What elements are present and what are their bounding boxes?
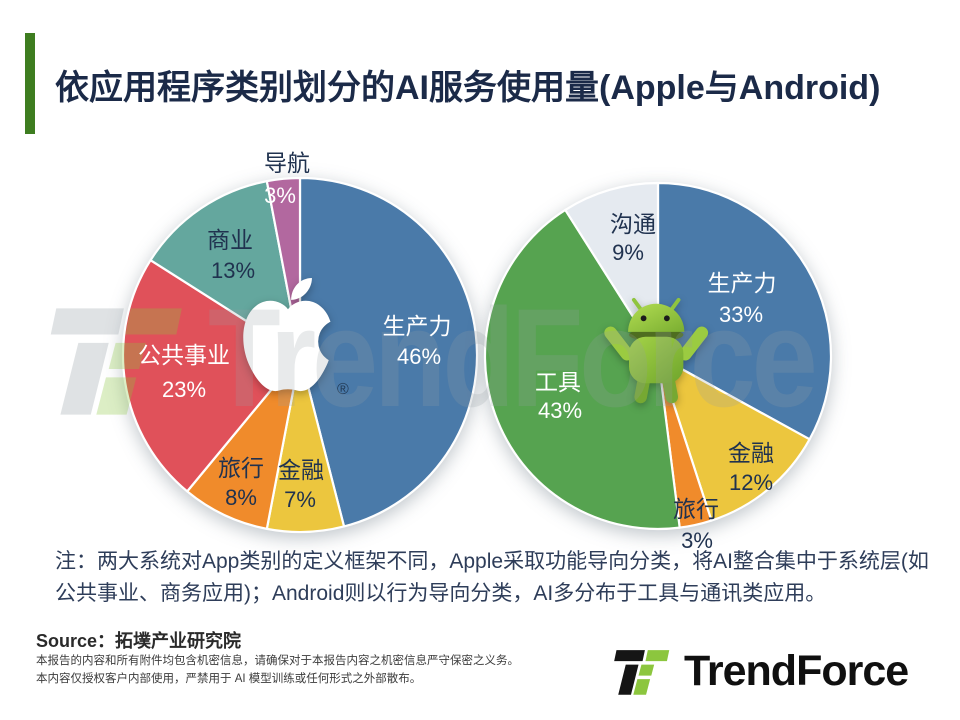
disclaimer-line: 本报告的内容和所有附件均包含机密信息，请确保对于本报告内容之机密信息严守保密之义… [36, 655, 519, 667]
android-pie-chart [483, 181, 833, 531]
pie-slice [656, 354, 811, 522]
android-robot-icon [604, 297, 709, 404]
trendforce-logo: TrendForce [610, 642, 909, 700]
trendforce-logo-icon [614, 650, 670, 695]
pie-slice [656, 181, 833, 441]
registered-trademark: ® [337, 381, 349, 398]
pie-slice [298, 176, 479, 528]
title-accent-bar [25, 33, 35, 134]
apple-logo-icon [243, 278, 333, 392]
pie-slice [483, 208, 681, 531]
pie-slice [564, 181, 660, 358]
footnote: 注：两大系统对App类别的定义框架不同，Apple采取功能导向分类，将AI整合集… [55, 550, 929, 605]
disclaimer: 本报告的内容和所有附件均包含机密信息，请确保对于本报告内容之机密信息严守保密之义… [36, 653, 519, 688]
page-title: 依应用程序类别划分的AI服务使用量(Apple与Android) [55, 69, 881, 107]
brand-name: TrendForce [684, 646, 909, 695]
pie-slice [121, 259, 302, 493]
disclaimer-line: 本内容仅授权客户内部使用，严禁用于 AI 模型训练或任何形式之外部散布。 [36, 672, 422, 685]
pie-slice [186, 353, 302, 530]
source-line: Source：拓墣产业研究院 [36, 631, 242, 651]
